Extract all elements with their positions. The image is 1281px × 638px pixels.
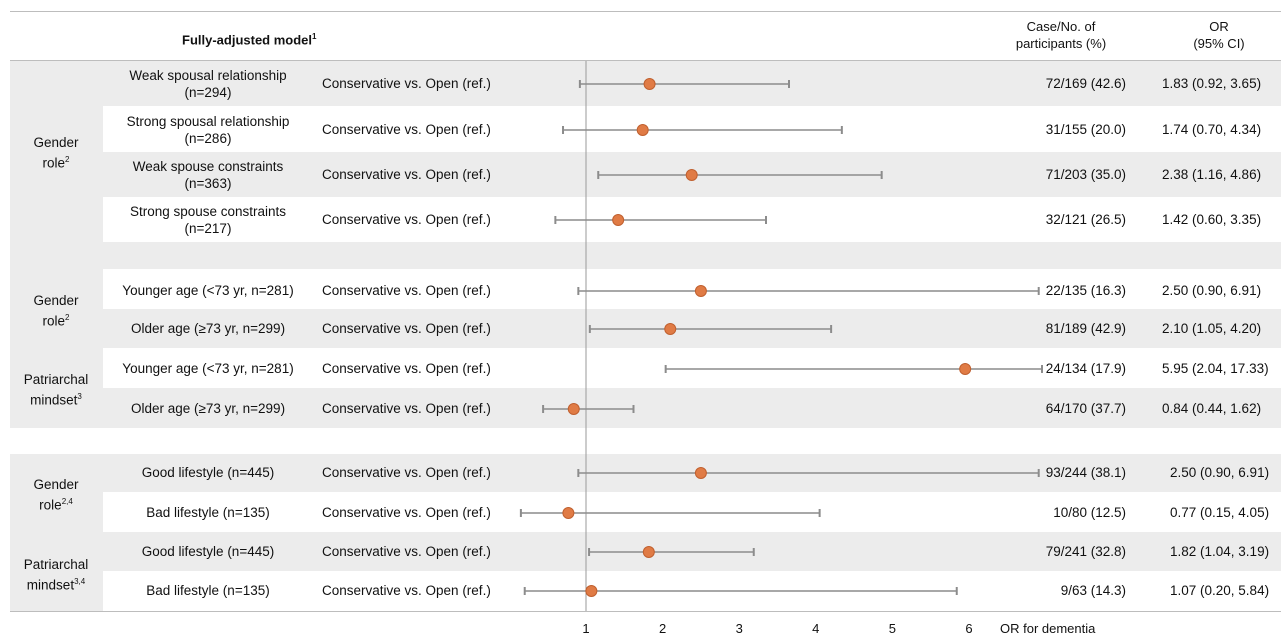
header-or: OR (95% CI) <box>1193 19 1245 51</box>
or-point <box>567 403 580 415</box>
top-rule <box>10 11 1281 12</box>
row-cases: 79/241 (32.8) <box>1045 544 1126 559</box>
spacer-band-1 <box>10 242 1281 269</box>
or-point <box>585 585 598 597</box>
row-comparison-label: Conservative vs. Open (ref.) <box>322 361 491 376</box>
row-subgroup-label: Weak spouse constraints (n=363) <box>132 159 284 191</box>
or-point <box>685 169 698 181</box>
row-or-ci: 1.83 (0.92, 3.65) <box>1162 76 1262 91</box>
group-band-patriarchal-1 <box>10 348 103 428</box>
row-cases: 72/169 (42.6) <box>1045 76 1126 91</box>
group-label-gender-role: Gender role2 <box>33 293 79 329</box>
row-comparison-label: Conservative vs. Open (ref.) <box>322 465 491 480</box>
row-comparison-label: Conservative vs. Open (ref.) <box>322 583 491 598</box>
or-point <box>694 285 707 297</box>
row-cases: 10/80 (12.5) <box>1053 505 1126 520</box>
row-comparison-label: Conservative vs. Open (ref.) <box>322 76 491 91</box>
row-comparison-label: Conservative vs. Open (ref.) <box>322 401 491 416</box>
row-comparison-label: Conservative vs. Open (ref.) <box>322 544 491 559</box>
row-or-ci: 1.42 (0.60, 3.35) <box>1162 212 1262 227</box>
or-point <box>562 507 575 519</box>
row-comparison-label: Conservative vs. Open (ref.) <box>322 167 491 182</box>
row-or-ci: 2.38 (1.16, 4.86) <box>1162 167 1262 182</box>
row-band <box>103 388 1281 428</box>
row-or-ci: 2.50 (0.90, 6.91) <box>1162 283 1262 298</box>
group-label-gender-role: Gender role2,4 <box>33 477 79 513</box>
x-tick-label: 6 <box>965 621 972 636</box>
row-subgroup-label: Bad lifestyle (n=135) <box>146 505 270 520</box>
row-subgroup-label: Good lifestyle (n=445) <box>141 465 275 480</box>
or-point <box>694 467 707 479</box>
group-label-patriarchal-mindset: Patriarchal mindset3 <box>23 372 89 408</box>
row-or-ci: 1.07 (0.20, 5.84) <box>1170 583 1270 598</box>
row-or-ci: 0.77 (0.15, 4.05) <box>1170 505 1270 520</box>
group-band-gender-role-3 <box>10 454 103 532</box>
row-cases: 32/121 (26.5) <box>1045 212 1126 227</box>
x-tick-label: 3 <box>736 621 743 636</box>
x-tick-label: 1 <box>582 621 589 636</box>
row-comparison-label: Conservative vs. Open (ref.) <box>322 212 491 227</box>
group-band-gender-role-2 <box>10 269 103 348</box>
row-subgroup-label: Strong spousal relationship (n=286) <box>126 114 290 146</box>
table-title: Fully-adjusted model1 <box>182 32 317 48</box>
row-cases: 93/244 (38.1) <box>1045 465 1126 480</box>
or-point <box>959 363 972 375</box>
row-or-ci: 1.82 (1.04, 3.19) <box>1170 544 1270 559</box>
or-point <box>664 323 677 335</box>
row-or-ci: 0.84 (0.44, 1.62) <box>1162 401 1262 416</box>
row-subgroup-label: Weak spousal relationship (n=294) <box>129 68 287 100</box>
x-tick-label: 5 <box>889 621 896 636</box>
row-cases: 24/134 (17.9) <box>1045 361 1126 376</box>
row-comparison-label: Conservative vs. Open (ref.) <box>322 283 491 298</box>
header-cases: Case/No. of participants (%) <box>1015 19 1107 51</box>
row-subgroup-label: Good lifestyle (n=445) <box>141 544 275 559</box>
group-label-gender-role: Gender role2 <box>33 135 79 171</box>
or-point <box>636 124 649 136</box>
x-axis-label: OR for dementia <box>1000 621 1096 636</box>
row-subgroup-label: Older age (≥73 yr, n=299) <box>130 321 286 336</box>
or-point <box>612 214 625 226</box>
row-or-ci: 1.74 (0.70, 4.34) <box>1162 122 1262 137</box>
or-point <box>642 546 655 558</box>
group-band-gender-role-1 <box>10 61 103 242</box>
row-subgroup-label: Younger age (<73 yr, n=281) <box>122 283 294 298</box>
row-cases: 31/155 (20.0) <box>1045 122 1126 137</box>
row-cases: 71/203 (35.0) <box>1045 167 1126 182</box>
row-cases: 9/63 (14.3) <box>1060 583 1126 598</box>
row-subgroup-label: Strong spouse constraints (n=217) <box>129 204 287 236</box>
row-or-ci: 2.50 (0.90, 6.91) <box>1170 465 1270 480</box>
header-rule <box>10 60 1281 61</box>
row-cases: 64/170 (37.7) <box>1045 401 1126 416</box>
group-band-patriarchal-2 <box>10 532 103 611</box>
row-cases: 22/135 (16.3) <box>1045 283 1126 298</box>
x-tick-label: 4 <box>812 621 819 636</box>
row-subgroup-label: Younger age (<73 yr, n=281) <box>122 361 294 376</box>
row-subgroup-label: Bad lifestyle (n=135) <box>146 583 270 598</box>
or-point <box>643 78 656 90</box>
row-subgroup-label: Older age (≥73 yr, n=299) <box>130 401 286 416</box>
row-comparison-label: Conservative vs. Open (ref.) <box>322 321 491 336</box>
row-comparison-label: Conservative vs. Open (ref.) <box>322 505 491 520</box>
row-comparison-label: Conservative vs. Open (ref.) <box>322 122 491 137</box>
bottom-rule <box>10 611 1281 612</box>
row-or-ci: 5.95 (2.04, 17.33) <box>1162 361 1269 376</box>
row-cases: 81/189 (42.9) <box>1045 321 1126 336</box>
row-or-ci: 2.10 (1.05, 4.20) <box>1162 321 1262 336</box>
x-tick-label: 2 <box>659 621 666 636</box>
group-label-patriarchal-mindset: Patriarchal mindset3,4 <box>23 557 89 593</box>
